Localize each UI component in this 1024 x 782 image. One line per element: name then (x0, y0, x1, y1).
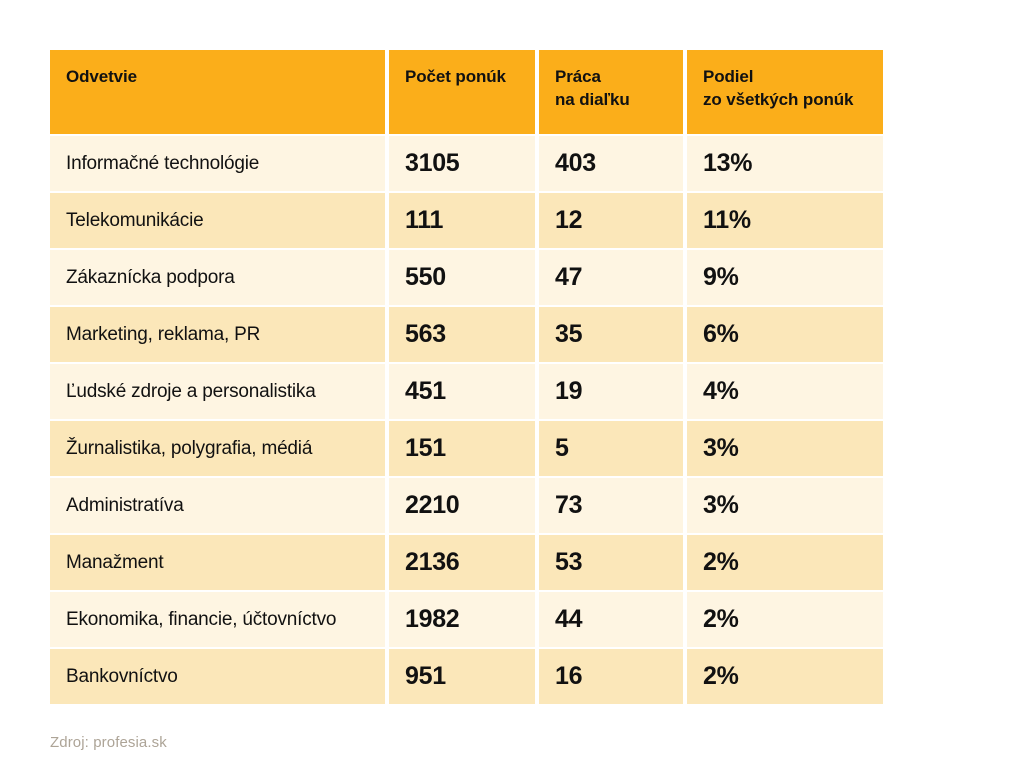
cell-remote-count: 403 (539, 136, 683, 191)
cell-remote-count: 16 (539, 649, 683, 704)
cell-industry: Administratíva (50, 478, 385, 533)
cell-industry: Marketing, reklama, PR (50, 307, 385, 362)
cell-offer-count: 2210 (389, 478, 535, 533)
cell-share: 4% (687, 364, 883, 419)
source-note: Zdroj: profesia.sk (50, 734, 167, 751)
cell-share: 3% (687, 478, 883, 533)
col-header-offer-count: Počet ponúk (389, 50, 535, 134)
cell-offer-count: 151 (389, 421, 535, 476)
cell-remote-count: 19 (539, 364, 683, 419)
cell-offer-count: 563 (389, 307, 535, 362)
cell-industry: Žurnalistika, polygrafia, médiá (50, 421, 385, 476)
cell-industry: Ekonomika, financie, účtovníctvo (50, 592, 385, 647)
cell-remote-count: 35 (539, 307, 683, 362)
cell-share: 11% (687, 193, 883, 248)
cell-industry: Manažment (50, 535, 385, 590)
cell-share: 9% (687, 250, 883, 305)
cell-remote-count: 5 (539, 421, 683, 476)
cell-industry: Telekomunikácie (50, 193, 385, 248)
cell-industry: Zákaznícka podpora (50, 250, 385, 305)
cell-share: 2% (687, 535, 883, 590)
cell-share: 6% (687, 307, 883, 362)
cell-remote-count: 53 (539, 535, 683, 590)
col-header-remote-work: Práca na diaľku (539, 50, 683, 134)
cell-offer-count: 550 (389, 250, 535, 305)
col-header-share-of-offers: Podiel zo všetkých ponúk (687, 50, 883, 134)
cell-offer-count: 1982 (389, 592, 535, 647)
cell-offer-count: 3105 (389, 136, 535, 191)
cell-remote-count: 44 (539, 592, 683, 647)
cell-share: 3% (687, 421, 883, 476)
cell-offer-count: 2136 (389, 535, 535, 590)
cell-industry: Bankovníctvo (50, 649, 385, 704)
cell-remote-count: 12 (539, 193, 683, 248)
col-header-industry: Odvetvie (50, 50, 385, 134)
industry-remote-work-table: Odvetvie Počet ponúk Práca na diaľku Pod… (50, 50, 883, 704)
cell-industry: Informačné technológie (50, 136, 385, 191)
cell-share: 13% (687, 136, 883, 191)
cell-offer-count: 951 (389, 649, 535, 704)
cell-offer-count: 451 (389, 364, 535, 419)
cell-offer-count: 111 (389, 193, 535, 248)
cell-remote-count: 47 (539, 250, 683, 305)
cell-share: 2% (687, 592, 883, 647)
cell-industry: Ľudské zdroje a personalistika (50, 364, 385, 419)
cell-remote-count: 73 (539, 478, 683, 533)
cell-share: 2% (687, 649, 883, 704)
